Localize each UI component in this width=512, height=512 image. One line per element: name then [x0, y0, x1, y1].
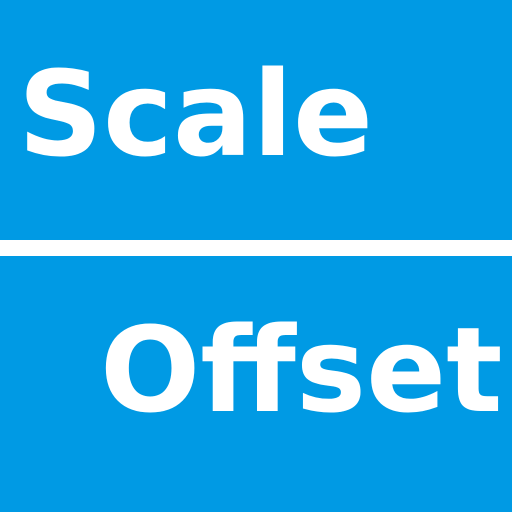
bottom-panel: Offset: [0, 256, 512, 512]
offset-label: Offset: [100, 301, 503, 439]
scale-label: Scale: [18, 45, 374, 183]
top-panel: Scale: [0, 0, 512, 240]
